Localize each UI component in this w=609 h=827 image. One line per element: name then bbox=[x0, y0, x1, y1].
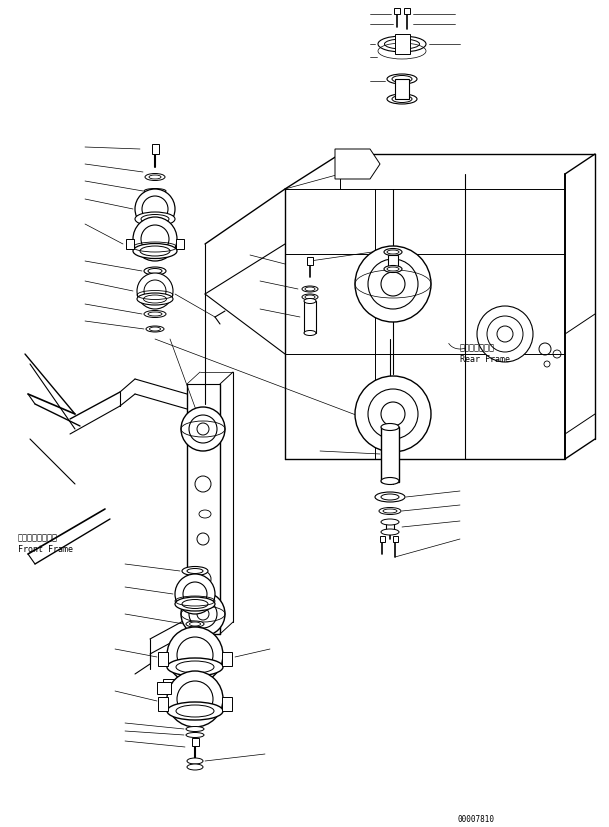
Ellipse shape bbox=[144, 268, 166, 275]
Ellipse shape bbox=[145, 174, 165, 181]
Ellipse shape bbox=[146, 327, 164, 332]
Bar bbox=[176, 240, 184, 250]
Polygon shape bbox=[157, 682, 171, 694]
Bar bbox=[388, 256, 398, 270]
Text: リヤーフレーム: リヤーフレーム bbox=[460, 343, 495, 352]
Ellipse shape bbox=[387, 95, 417, 105]
Circle shape bbox=[133, 218, 177, 261]
Ellipse shape bbox=[304, 299, 316, 304]
Ellipse shape bbox=[144, 189, 166, 194]
Text: Rear Frame: Rear Frame bbox=[460, 355, 510, 364]
Ellipse shape bbox=[137, 294, 173, 306]
Text: 00007810: 00007810 bbox=[458, 815, 495, 824]
Circle shape bbox=[175, 574, 215, 614]
Ellipse shape bbox=[387, 75, 417, 85]
Ellipse shape bbox=[167, 702, 223, 720]
Ellipse shape bbox=[182, 566, 208, 576]
Circle shape bbox=[477, 307, 533, 362]
Ellipse shape bbox=[381, 519, 399, 525]
Bar bbox=[126, 240, 134, 250]
Ellipse shape bbox=[381, 478, 399, 485]
Bar bbox=[395, 80, 409, 100]
Bar bbox=[158, 697, 168, 711]
Circle shape bbox=[135, 189, 175, 230]
Ellipse shape bbox=[133, 244, 177, 259]
Ellipse shape bbox=[186, 621, 204, 627]
Ellipse shape bbox=[186, 727, 204, 732]
Ellipse shape bbox=[302, 294, 318, 301]
Bar bbox=[158, 653, 168, 667]
Ellipse shape bbox=[384, 40, 420, 50]
Ellipse shape bbox=[304, 331, 316, 336]
Ellipse shape bbox=[187, 764, 203, 770]
Circle shape bbox=[181, 408, 225, 452]
Ellipse shape bbox=[144, 311, 166, 318]
Bar bbox=[304, 302, 316, 333]
Bar bbox=[163, 679, 177, 689]
Bar bbox=[152, 145, 158, 155]
Ellipse shape bbox=[186, 733, 204, 738]
Ellipse shape bbox=[384, 249, 402, 256]
Bar bbox=[307, 258, 313, 265]
Bar bbox=[394, 9, 400, 15]
Bar bbox=[381, 427, 399, 482]
Bar bbox=[392, 537, 398, 543]
Ellipse shape bbox=[378, 37, 426, 53]
Ellipse shape bbox=[379, 508, 401, 515]
Ellipse shape bbox=[187, 758, 203, 764]
Bar bbox=[395, 35, 409, 55]
Circle shape bbox=[167, 627, 223, 683]
Bar bbox=[386, 523, 394, 533]
Ellipse shape bbox=[381, 529, 399, 535]
Bar bbox=[191, 739, 199, 746]
Ellipse shape bbox=[302, 287, 318, 293]
Polygon shape bbox=[335, 150, 380, 179]
Bar bbox=[222, 697, 232, 711]
Circle shape bbox=[181, 592, 225, 636]
Circle shape bbox=[355, 376, 431, 452]
Circle shape bbox=[167, 672, 223, 727]
Circle shape bbox=[355, 246, 431, 323]
Ellipse shape bbox=[375, 492, 405, 502]
Text: フロントフレーム: フロントフレーム bbox=[18, 533, 58, 542]
Bar bbox=[404, 9, 410, 15]
Text: Front Frame: Front Frame bbox=[18, 545, 73, 554]
Ellipse shape bbox=[384, 266, 402, 273]
Ellipse shape bbox=[167, 658, 223, 676]
Ellipse shape bbox=[381, 424, 399, 431]
Ellipse shape bbox=[175, 597, 215, 611]
Circle shape bbox=[137, 274, 173, 309]
Ellipse shape bbox=[135, 213, 175, 227]
Bar bbox=[379, 537, 384, 543]
Bar bbox=[222, 653, 232, 667]
